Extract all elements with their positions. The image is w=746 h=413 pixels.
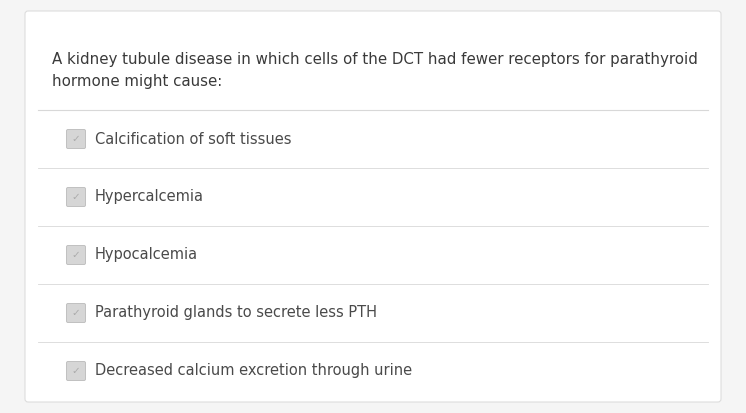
Text: Decreased calcium excretion through urine: Decreased calcium excretion through urin…	[95, 363, 412, 378]
FancyBboxPatch shape	[66, 130, 86, 149]
FancyBboxPatch shape	[66, 188, 86, 206]
FancyBboxPatch shape	[25, 11, 721, 402]
FancyBboxPatch shape	[66, 361, 86, 380]
Text: hormone might cause:: hormone might cause:	[52, 74, 222, 89]
Text: ✓: ✓	[72, 366, 81, 376]
Text: ✓: ✓	[72, 250, 81, 260]
Text: Parathyroid glands to secrete less PTH: Parathyroid glands to secrete less PTH	[95, 306, 377, 320]
Text: Hypocalcemia: Hypocalcemia	[95, 247, 198, 263]
Text: ✓: ✓	[72, 308, 81, 318]
Text: ✓: ✓	[72, 134, 81, 144]
Text: ✓: ✓	[72, 192, 81, 202]
Text: Hypercalcemia: Hypercalcemia	[95, 190, 204, 204]
Text: Calcification of soft tissues: Calcification of soft tissues	[95, 131, 292, 147]
FancyBboxPatch shape	[66, 245, 86, 264]
Text: A kidney tubule disease in which cells of the DCT had fewer receptors for parath: A kidney tubule disease in which cells o…	[52, 52, 698, 67]
FancyBboxPatch shape	[66, 304, 86, 323]
